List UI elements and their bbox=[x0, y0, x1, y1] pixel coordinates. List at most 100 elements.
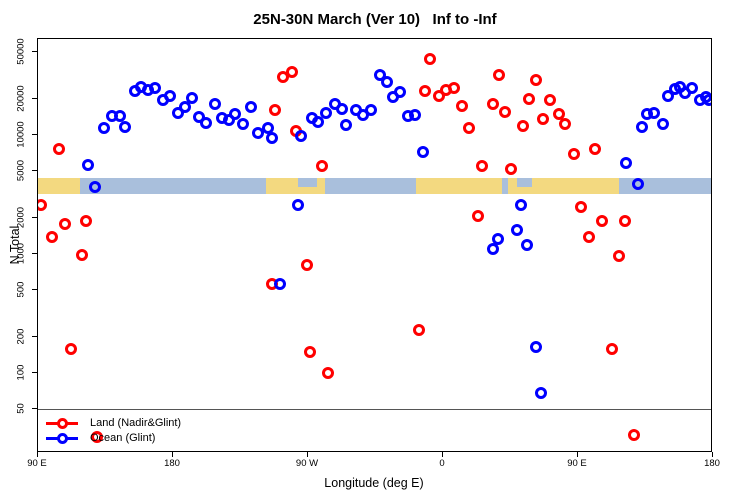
data-point-ocean bbox=[294, 130, 307, 143]
data-point-land bbox=[90, 431, 103, 444]
data-point-ocean bbox=[635, 120, 648, 133]
data-point-ocean bbox=[273, 278, 286, 291]
data-point-ocean bbox=[656, 118, 669, 131]
data-point-land bbox=[447, 82, 460, 95]
data-point-land bbox=[476, 160, 488, 173]
y-tick bbox=[32, 134, 37, 136]
data-point-ocean bbox=[200, 117, 213, 130]
data-point-land bbox=[53, 142, 65, 155]
data-point-ocean bbox=[119, 120, 132, 133]
x-tick-label: 90 E bbox=[567, 458, 587, 469]
data-point-land bbox=[471, 209, 484, 222]
data-point-ocean bbox=[648, 107, 661, 120]
data-point-ocean bbox=[339, 118, 352, 131]
data-point-ocean bbox=[148, 82, 161, 95]
legend-item-ocean: Ocean (Glint) bbox=[46, 431, 216, 447]
data-point-land bbox=[413, 324, 425, 337]
y-tick bbox=[32, 170, 37, 171]
data-point-ocean bbox=[486, 243, 499, 256]
map-band-segment-ocean bbox=[297, 177, 317, 187]
data-point-ocean bbox=[520, 238, 533, 251]
x-tick bbox=[442, 452, 443, 457]
data-point-land bbox=[59, 217, 71, 230]
data-point-land bbox=[567, 148, 580, 161]
reference-line-50 bbox=[38, 409, 711, 410]
data-point-land bbox=[455, 99, 468, 112]
y-tick-label: 2000 bbox=[15, 206, 27, 228]
y-tick-label: 50000 bbox=[15, 37, 27, 65]
map-band-segment-land bbox=[297, 186, 317, 195]
data-point-ocean bbox=[311, 115, 324, 128]
data-point-ocean bbox=[409, 108, 422, 121]
data-point-ocean bbox=[266, 132, 278, 145]
data-point-land bbox=[303, 346, 316, 359]
data-point-land bbox=[536, 112, 549, 125]
plot-area: Land (Nadir&Glint) Ocean (Glint) bbox=[37, 38, 712, 452]
data-point-land bbox=[583, 230, 596, 243]
data-point-ocean bbox=[662, 90, 675, 103]
data-point-ocean bbox=[416, 146, 429, 159]
data-point-ocean bbox=[686, 82, 698, 95]
map-band-segment-ocean bbox=[80, 177, 266, 195]
map-band-segment-land bbox=[516, 186, 532, 195]
data-point-land bbox=[575, 200, 587, 213]
legend-ocean-marker-icon bbox=[57, 433, 68, 444]
data-point-land bbox=[65, 342, 77, 355]
data-point-land bbox=[618, 215, 631, 227]
data-point-ocean bbox=[171, 106, 184, 119]
map-band-segment-land bbox=[416, 177, 502, 195]
data-point-ocean bbox=[192, 110, 205, 123]
data-point-land bbox=[552, 108, 565, 121]
data-point-land bbox=[492, 69, 505, 82]
y-tick bbox=[32, 372, 37, 374]
data-point-land bbox=[315, 160, 328, 173]
chart-title: 25N-30N March (Ver 10) Inf to -Inf bbox=[253, 11, 497, 28]
data-point-land bbox=[516, 120, 529, 133]
data-point-ocean bbox=[114, 109, 127, 122]
data-point-land bbox=[462, 121, 475, 134]
data-point-land bbox=[269, 103, 281, 116]
data-point-land bbox=[423, 52, 436, 65]
y-tick bbox=[32, 408, 37, 409]
legend-label-ocean: Ocean (Glint) bbox=[90, 432, 156, 444]
x-tick bbox=[37, 452, 38, 457]
x-tick bbox=[172, 452, 173, 457]
y-tick bbox=[32, 51, 37, 52]
data-point-ocean bbox=[81, 159, 94, 172]
data-point-land bbox=[80, 215, 92, 227]
x-tick-label: 180 bbox=[704, 458, 720, 469]
y-tick-label: 200 bbox=[15, 328, 27, 345]
data-point-ocean bbox=[164, 90, 177, 103]
map-band-segment-land bbox=[531, 177, 619, 195]
data-point-land bbox=[596, 215, 608, 227]
y-tick bbox=[32, 217, 37, 219]
data-point-land bbox=[499, 106, 512, 119]
y-tick bbox=[32, 98, 37, 100]
x-tick-label: 90 E bbox=[27, 458, 47, 469]
x-tick bbox=[577, 452, 578, 457]
data-point-land bbox=[606, 342, 619, 355]
x-tick-label: 90 W bbox=[295, 458, 319, 469]
data-point-land bbox=[628, 429, 641, 442]
data-point-ocean bbox=[336, 102, 349, 115]
legend-item-land: Land (Nadir&Glint) bbox=[46, 416, 216, 432]
data-point-land bbox=[504, 162, 517, 175]
data-point-land bbox=[612, 250, 625, 263]
map-band-segment-land bbox=[317, 177, 325, 195]
data-point-land bbox=[432, 90, 445, 103]
map-band-segment-ocean bbox=[516, 177, 532, 187]
y-tick bbox=[32, 336, 37, 338]
data-point-ocean bbox=[394, 85, 407, 98]
data-point-ocean bbox=[89, 180, 102, 193]
y-tick-label: 20000 bbox=[15, 85, 27, 112]
data-point-ocean bbox=[530, 341, 543, 354]
data-point-ocean bbox=[380, 75, 393, 88]
x-tick bbox=[712, 452, 713, 457]
data-point-land bbox=[276, 70, 289, 83]
data-point-ocean bbox=[703, 94, 711, 107]
data-point-ocean bbox=[515, 198, 527, 211]
map-band-segment-land bbox=[507, 177, 517, 195]
map-band-segment-land bbox=[38, 177, 80, 195]
y-tick bbox=[32, 253, 37, 255]
